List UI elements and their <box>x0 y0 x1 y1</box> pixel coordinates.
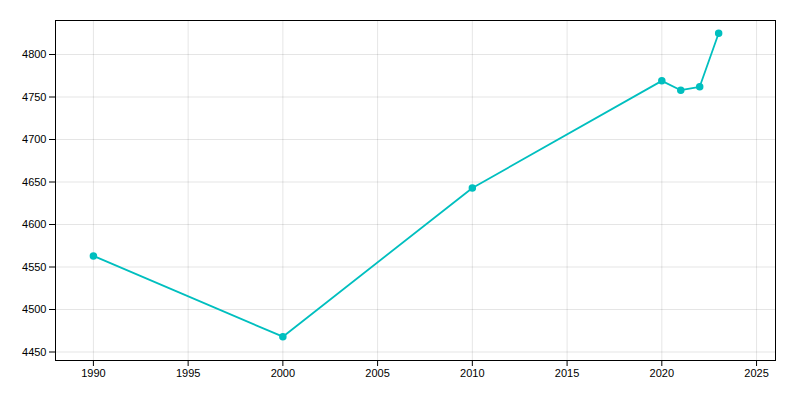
svg-text:2005: 2005 <box>365 367 389 379</box>
svg-text:4500: 4500 <box>22 303 46 315</box>
svg-text:1995: 1995 <box>176 367 200 379</box>
svg-text:1990: 1990 <box>81 367 105 379</box>
svg-text:4800: 4800 <box>22 48 46 60</box>
svg-text:4600: 4600 <box>22 218 46 230</box>
svg-text:4750: 4750 <box>22 91 46 103</box>
svg-text:2020: 2020 <box>650 367 674 379</box>
svg-text:2010: 2010 <box>460 367 484 379</box>
svg-text:4650: 4650 <box>22 176 46 188</box>
svg-text:2015: 2015 <box>555 367 579 379</box>
svg-text:2025: 2025 <box>744 367 768 379</box>
svg-text:4550: 4550 <box>22 261 46 273</box>
svg-text:4450: 4450 <box>22 346 46 358</box>
svg-text:4700: 4700 <box>22 133 46 145</box>
svg-text:2000: 2000 <box>271 367 295 379</box>
